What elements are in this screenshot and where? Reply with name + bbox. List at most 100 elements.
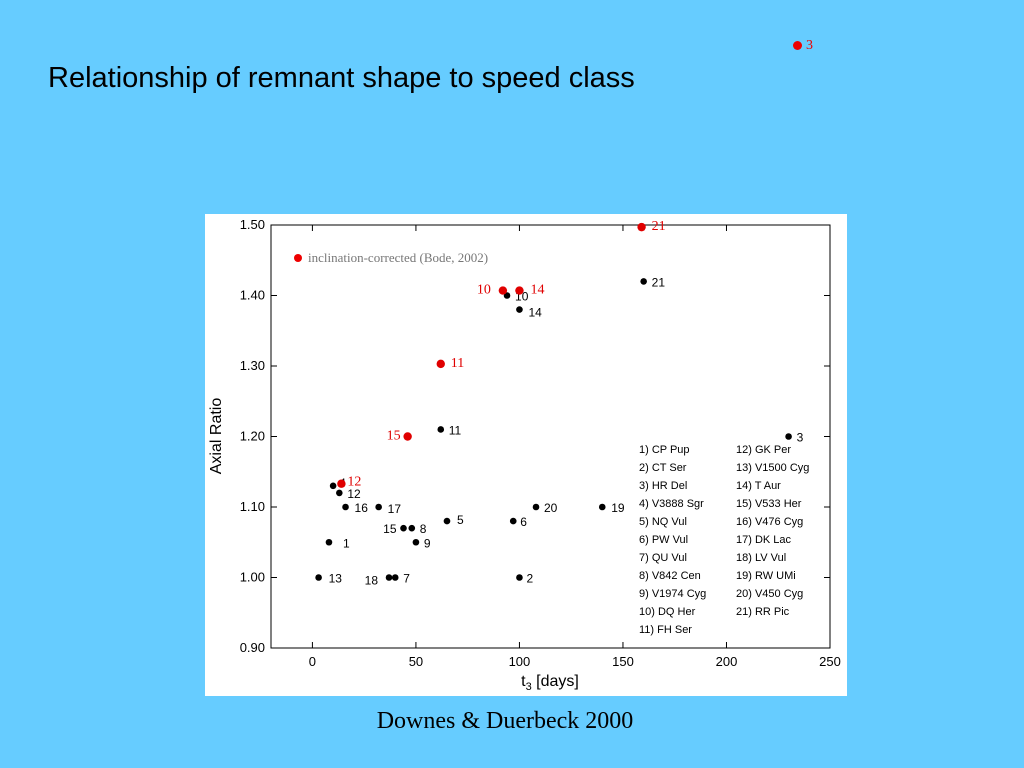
data-point-label: 21 bbox=[652, 275, 666, 289]
data-point bbox=[437, 426, 445, 433]
legend-list-item: 11) FH Ser bbox=[639, 624, 692, 636]
x-axis-label-main: t bbox=[521, 673, 526, 690]
legend-list-item: 4) V3888 Sgr bbox=[639, 498, 704, 510]
corrected-point-label: 21 bbox=[652, 219, 666, 234]
x-tick-label: 100 bbox=[509, 654, 531, 669]
data-point bbox=[412, 538, 420, 546]
legend-list-item: 2) CT Ser bbox=[639, 462, 687, 474]
data-point-label: 6 bbox=[520, 515, 527, 529]
x-tick-label: 150 bbox=[612, 654, 634, 669]
slide-title: Relationship of remnant shape to speed c… bbox=[48, 62, 635, 94]
data-point bbox=[516, 306, 523, 313]
data-point-label: 11 bbox=[449, 423, 462, 437]
data-point bbox=[325, 538, 333, 546]
legend-list-item: 13) V1500 Cyg bbox=[736, 462, 809, 474]
data-point bbox=[385, 574, 393, 581]
data-point bbox=[315, 574, 322, 581]
legend-list-item: 8) V842 Cen bbox=[639, 570, 701, 582]
data-point-label: 9 bbox=[424, 536, 431, 550]
legend-list-item: 19) RW UMi bbox=[736, 570, 796, 582]
data-point-label: 1 bbox=[343, 536, 350, 550]
legend-note: inclination-corrected (Bode, 2002) bbox=[294, 250, 488, 265]
corner-marker-dot bbox=[793, 41, 802, 51]
data-point bbox=[516, 574, 523, 581]
legend-list-item: 7) QU Vul bbox=[639, 552, 687, 564]
data-point-label: 20 bbox=[544, 501, 558, 515]
data-point-label: 3 bbox=[797, 431, 804, 445]
scatter-chart: 0 50 100 150 200 250 0.90 1.00 1.10 1.20 1.30 1.40 1… bbox=[208, 217, 841, 693]
corrected-point bbox=[436, 359, 445, 369]
data-point bbox=[443, 517, 451, 525]
data-points: 1234567891011121314151617181920211014111… bbox=[315, 219, 804, 588]
x-axis-label-unit: [days] bbox=[532, 673, 579, 690]
data-point bbox=[532, 503, 540, 511]
corrected-point bbox=[337, 479, 346, 488]
corrected-point-label: 10 bbox=[477, 283, 491, 298]
chart-panel: 0 50 100 150 200 250 0.90 1.00 1.10 1.20 1.30 1.40 1… bbox=[205, 214, 847, 696]
corner-marker-label: 3 bbox=[806, 38, 813, 53]
data-point bbox=[329, 482, 337, 490]
data-point bbox=[342, 503, 349, 511]
corner-marker: 3 bbox=[793, 38, 813, 54]
x-tick-label: 200 bbox=[716, 654, 738, 669]
y-tick-label: 1.10 bbox=[240, 499, 265, 514]
data-point-label: 18 bbox=[365, 574, 379, 588]
legend-note-marker bbox=[294, 254, 302, 262]
data-point-label: 19 bbox=[611, 501, 625, 515]
legend-list-item: 1) CP Pup bbox=[639, 444, 690, 456]
y-axis-label: Axial Ratio bbox=[208, 398, 225, 475]
data-point-label: 2 bbox=[526, 572, 533, 586]
x-tick-label: 250 bbox=[819, 654, 841, 669]
y-tick-label: 0.90 bbox=[240, 640, 265, 655]
legend-note-text: inclination-corrected (Bode, 2002) bbox=[308, 250, 488, 265]
data-point-label: 15 bbox=[383, 522, 397, 536]
data-point bbox=[400, 524, 407, 532]
corrected-point bbox=[637, 222, 646, 232]
data-point-label: 12 bbox=[347, 487, 361, 501]
axis-ticks: 0 50 100 150 200 250 0.90 1.00 1.10 1.20 1.30 1.40 1… bbox=[240, 217, 841, 669]
legend-list-item: 9) V1974 Cyg bbox=[639, 588, 706, 600]
legend-list-item: 6) PW Vul bbox=[639, 534, 688, 546]
y-tick-label: 1.40 bbox=[240, 288, 265, 303]
data-point-label: 8 bbox=[420, 522, 427, 536]
legend-list-item: 18) LV Vul bbox=[736, 552, 786, 564]
plot-frame bbox=[270, 224, 831, 649]
data-point-label: 14 bbox=[528, 306, 542, 320]
corrected-point-label: 11 bbox=[451, 356, 464, 371]
legend-list-item: 3) HR Del bbox=[639, 480, 687, 492]
data-point bbox=[408, 524, 416, 532]
data-point bbox=[598, 503, 606, 511]
data-point bbox=[785, 433, 792, 440]
corrected-point bbox=[515, 286, 524, 295]
data-point bbox=[336, 489, 343, 497]
x-tick-label: 50 bbox=[409, 654, 423, 669]
corrected-point-label: 12 bbox=[347, 475, 361, 490]
nova-legend-list: 1) CP Pup 2) CT Ser 3) HR Del 4) V3888 Sgr 5… bbox=[639, 444, 809, 636]
legend-list-item: 14) T Aur bbox=[736, 480, 781, 492]
y-tick-label: 1.50 bbox=[240, 217, 265, 232]
legend-list-item: 5) NQ Vul bbox=[639, 516, 687, 528]
data-point-label: 16 bbox=[355, 501, 369, 515]
caption: Downes & Duerbeck 2000 bbox=[376, 708, 634, 734]
data-point-label: 13 bbox=[329, 572, 343, 586]
legend-list-item: 16) V476 Cyg bbox=[736, 516, 803, 528]
y-tick-label: 1.30 bbox=[240, 358, 265, 373]
y-tick-label: 1.20 bbox=[240, 429, 265, 444]
corrected-point bbox=[498, 286, 508, 295]
data-point-label: 7 bbox=[403, 572, 410, 586]
x-axis-label-subscript: 3 bbox=[526, 681, 532, 693]
data-point-label: 17 bbox=[388, 502, 402, 516]
data-point bbox=[640, 278, 647, 285]
data-point bbox=[509, 517, 517, 525]
data-point bbox=[391, 574, 399, 581]
x-axis-label: t3 [days] bbox=[521, 673, 579, 693]
x-tick-label: 0 bbox=[309, 654, 316, 669]
legend-list-item: 20) V450 Cyg bbox=[736, 588, 803, 600]
legend-list-item: 12) GK Per bbox=[736, 444, 791, 456]
y-tick-label: 1.00 bbox=[240, 570, 265, 585]
corrected-point-label: 15 bbox=[387, 429, 401, 444]
legend-list-item: 10) DQ Her bbox=[639, 606, 696, 618]
legend-list-item: 17) DK Lac bbox=[736, 534, 792, 546]
legend-list-item: 15) V533 Her bbox=[736, 498, 802, 510]
corrected-point bbox=[403, 432, 412, 441]
